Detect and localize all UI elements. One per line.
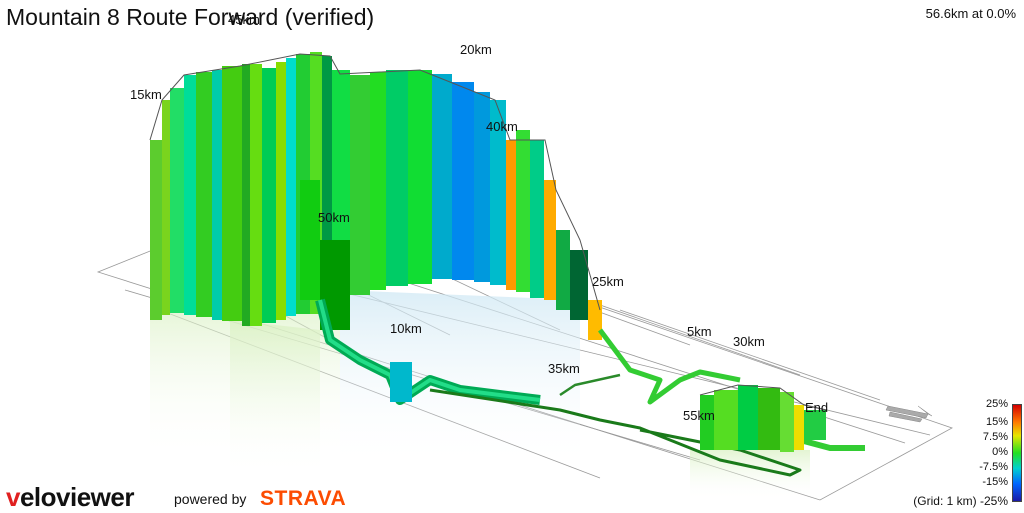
veloviewer-logo[interactable]: veloviewer — [6, 482, 134, 512]
legend-tick: -7.5% — [979, 461, 1008, 473]
km-marker-end: End — [805, 400, 829, 415]
km-marker-10: 10km — [390, 321, 422, 336]
km-marker-30: 30km — [733, 334, 765, 349]
km-marker-5: 5km — [687, 324, 712, 339]
km-marker-45: 45km — [228, 12, 260, 27]
wall-reflection — [150, 290, 810, 500]
elevation-wall-loop — [699, 384, 827, 452]
km-marker-25: 25km — [592, 274, 624, 289]
legend-tick: 0% — [992, 446, 1008, 458]
elevation-wall-lower — [315, 298, 541, 405]
km-marker-40: 40km — [486, 119, 518, 134]
elevation-wall-main — [149, 52, 602, 340]
grid-scale-note: (Grid: 1 km) -25% — [913, 494, 1008, 508]
strava-logo[interactable]: STRAVA — [260, 487, 347, 510]
compass-arrow-icon — [885, 405, 933, 423]
km-marker-55: 55km — [683, 408, 715, 423]
legend-tick: 25% — [985, 398, 1008, 410]
km-marker-20: 20km — [460, 42, 492, 57]
km-marker-15: 15km — [130, 87, 162, 102]
legend-tick: 15% — [985, 416, 1008, 428]
distance-gradient-readout: 56.6km at 0.0% — [925, 6, 1016, 21]
km-marker-50: 50km — [318, 210, 350, 225]
powered-by-text: powered by — [174, 491, 247, 507]
legend-tick: 7.5% — [982, 431, 1008, 443]
gradient-legend-bar — [1012, 404, 1022, 502]
legend-tick: -15% — [982, 476, 1008, 488]
page-title: Mountain 8 Route Forward (verified) — [6, 4, 375, 30]
km-marker-35: 35km — [548, 361, 580, 376]
